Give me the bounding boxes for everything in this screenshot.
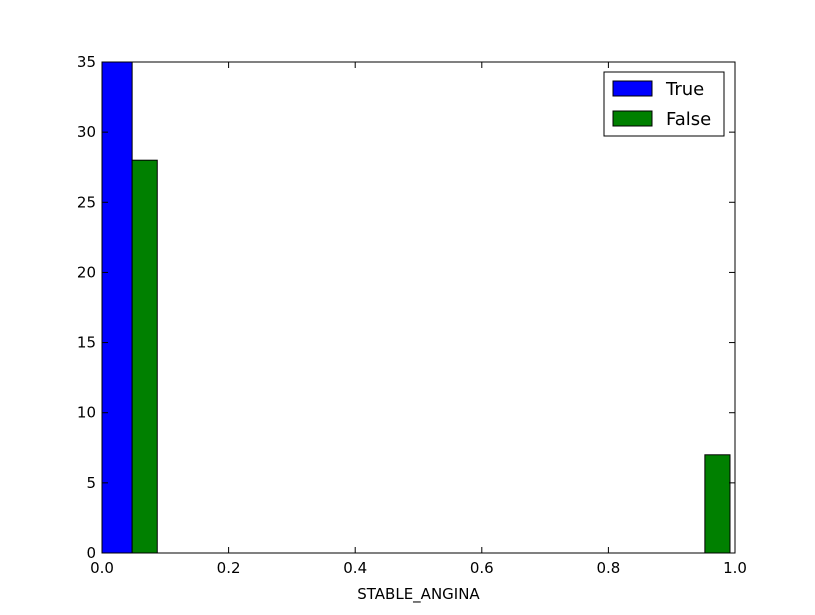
legend-label-false: False	[666, 109, 711, 130]
legend: True False	[603, 71, 725, 137]
legend-swatch-true	[612, 80, 653, 97]
bar-true-0	[101, 61, 133, 554]
y-tick-label: 0	[86, 544, 96, 562]
y-tick-label: 15	[77, 334, 96, 352]
x-tick-label: 0.0	[90, 559, 114, 577]
plot-area-frame	[101, 61, 736, 554]
y-tick-label: 20	[77, 263, 96, 281]
x-tick-label: 0.6	[470, 559, 494, 577]
x-tick-label: 0.8	[596, 559, 620, 577]
ticks-layer: 0.0 0.2 0.4 0.6 0.8 1.0 0 5 10 15 20 25 30 35	[77, 53, 747, 577]
legend-label-true: True	[665, 79, 704, 100]
bars-layer	[101, 61, 731, 554]
x-tick-label: 0.4	[343, 559, 367, 577]
x-tick-label: 1.0	[723, 559, 747, 577]
y-tick-label: 10	[77, 404, 96, 422]
x-tick-label: 0.2	[217, 559, 241, 577]
bar-false-0	[131, 159, 158, 554]
y-tick-label: 35	[77, 53, 96, 71]
bar-false-1	[704, 454, 731, 554]
y-tick-label: 5	[86, 474, 96, 492]
y-tick-label: 30	[77, 123, 96, 141]
y-tick-label: 25	[77, 193, 96, 211]
legend-swatch-false	[612, 110, 653, 127]
x-axis-label: STABLE_ANGINA	[357, 585, 480, 604]
